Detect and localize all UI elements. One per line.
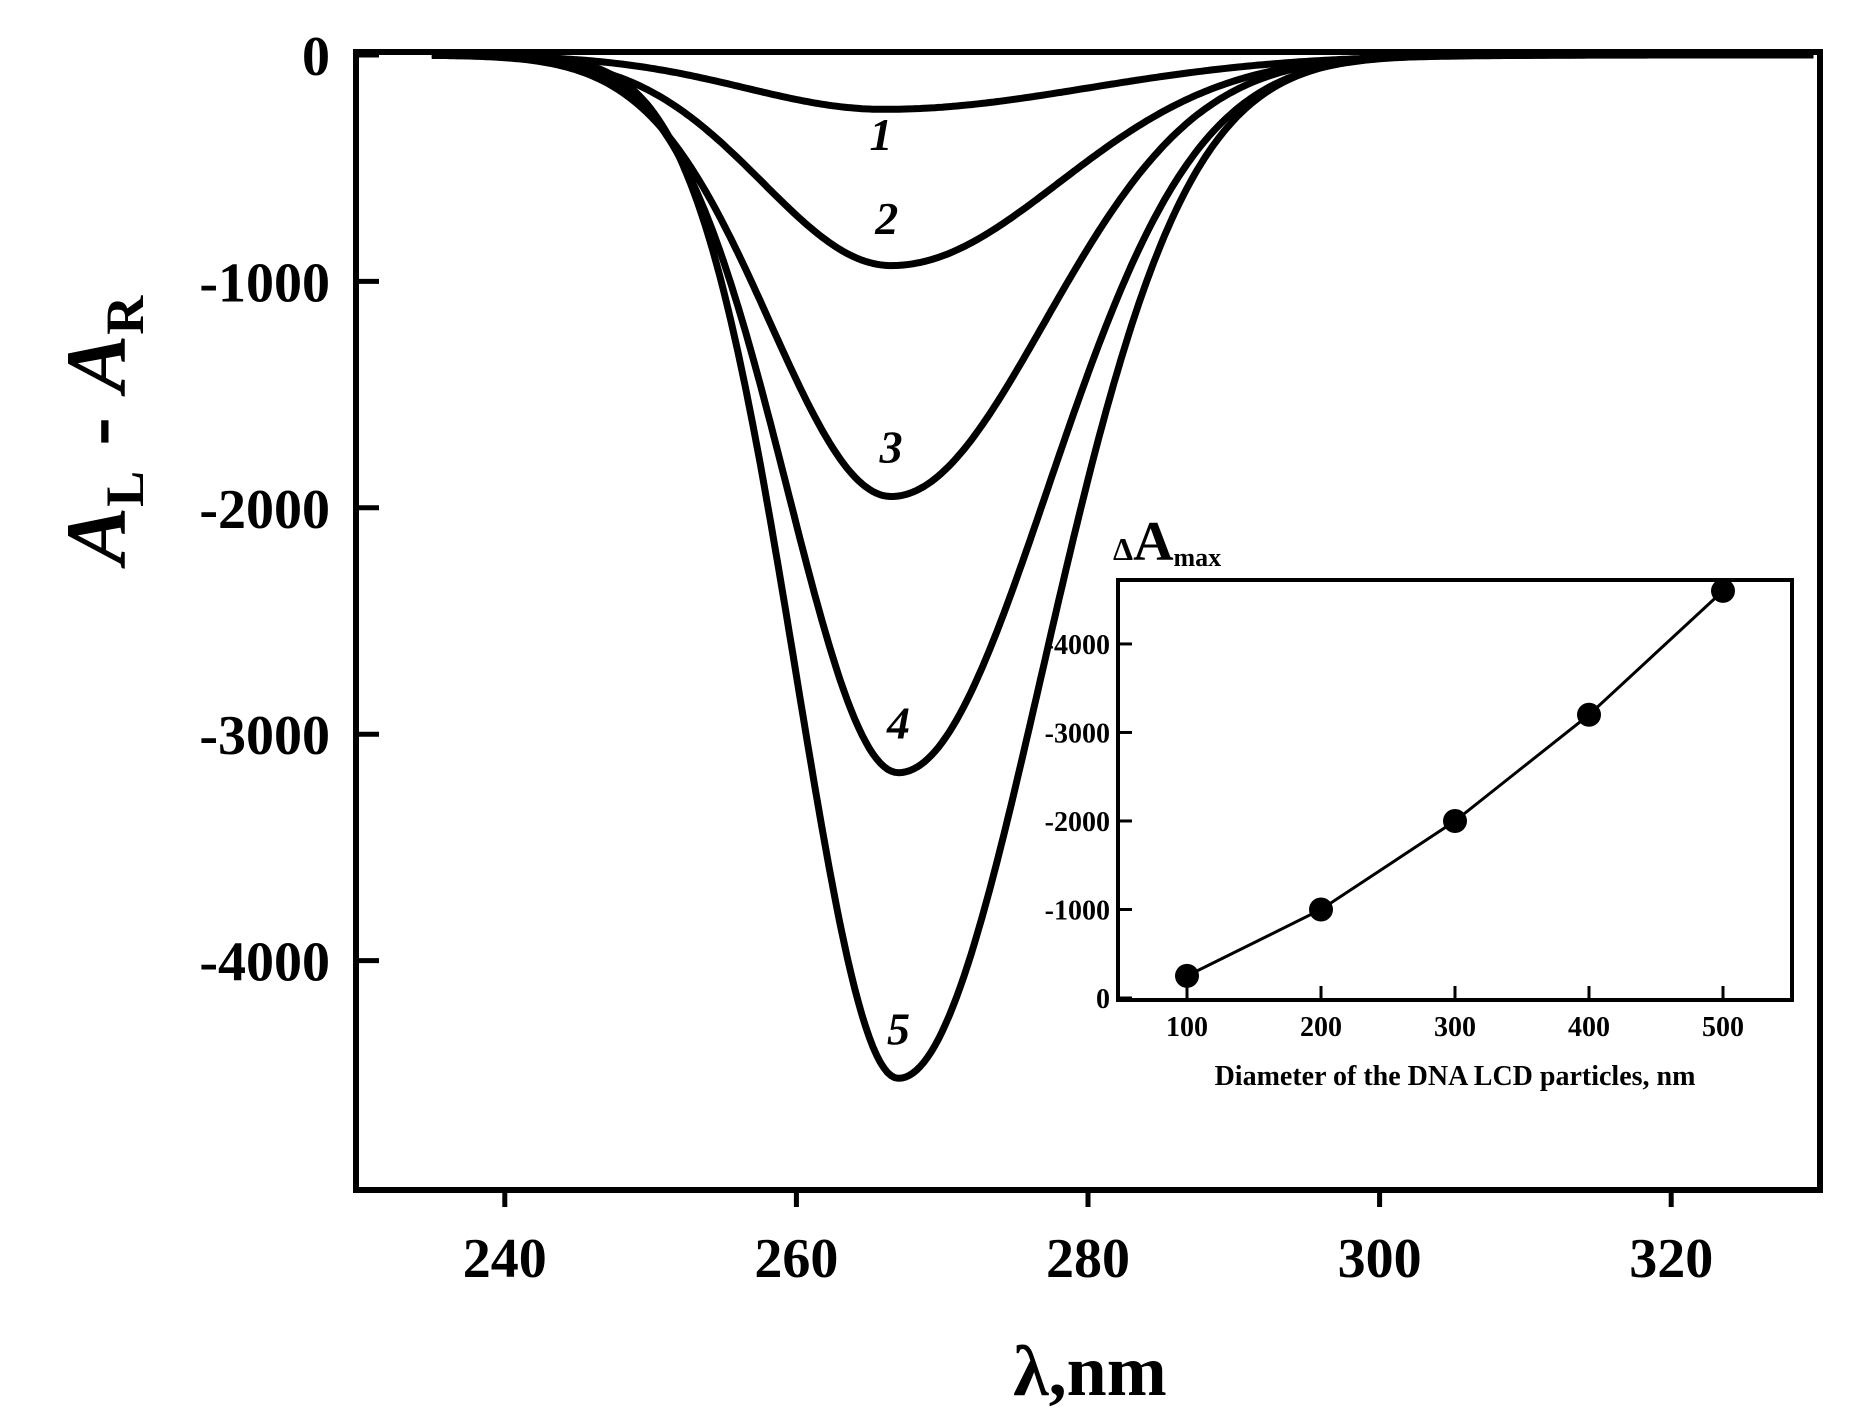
curve-label-4: 4 — [886, 698, 910, 749]
main-y-tick-label: -1000 — [199, 252, 330, 314]
inset-y-tick-label: 0 — [1096, 984, 1110, 1015]
main-x-tick-label: 260 — [754, 1228, 838, 1290]
inset-y-axis-label-delta: Δ — [1113, 531, 1133, 567]
main-x-tick-label: 240 — [463, 1228, 547, 1290]
inset-point — [1443, 808, 1467, 833]
main-y-axis-label-dash: - — [48, 417, 144, 446]
inset-x-tick-label: 300 — [1434, 1012, 1476, 1043]
curve-label-5: 5 — [887, 1003, 910, 1054]
inset-x-tick-label: 100 — [1166, 1012, 1208, 1043]
inset-point — [1175, 963, 1199, 988]
main-y-axis-label-subscript-l: L — [95, 471, 155, 507]
curve-3 — [431, 51, 1814, 500]
curve-label-1: 1 — [869, 109, 892, 160]
inset-y-axis-label-max: max — [1174, 543, 1222, 572]
inset-y-tick-label: -1000 — [1045, 895, 1110, 926]
curve-5 — [431, 51, 1814, 1082]
main-y-axis-label-subscript-r: R — [95, 295, 155, 335]
main-x-axis-label: λ,nm — [1013, 1331, 1166, 1411]
curve-label-3: 3 — [879, 422, 903, 473]
main-y-axis-label: AL-AR — [48, 295, 155, 569]
main-x-tick-label: 300 — [1338, 1228, 1422, 1290]
inset-x-tick-label: 400 — [1568, 1012, 1610, 1043]
main-y-tick-label: -3000 — [199, 705, 330, 767]
inset-y-axis-label: ΔAmax — [1113, 511, 1221, 573]
inset-points — [1175, 578, 1735, 988]
main-x-tick-label: 320 — [1629, 1228, 1713, 1290]
curve-label-2: 2 — [874, 193, 898, 244]
main-x-tick-label: 280 — [1046, 1228, 1130, 1290]
inset-plot: 100 200 300 400 500 0 -1000 -2000 -3000 -4000 Di… — [1045, 511, 1794, 1092]
main-y-axis-label-part-b: A — [48, 335, 144, 397]
main-y-tick-label: -2000 — [199, 479, 330, 541]
inset-point — [1577, 702, 1601, 727]
main-x-ticks: 240 260 280 300 320 — [463, 1187, 1713, 1290]
inset-point — [1309, 897, 1333, 922]
inset-x-tick-label: 500 — [1702, 1012, 1744, 1043]
main-y-axis-label-part-a: A — [48, 507, 144, 569]
main-curve-labels: 1 2 3 4 5 — [869, 109, 909, 1054]
inset-y-tick-label: -2000 — [1045, 807, 1110, 838]
main-y-tick-label: -4000 — [199, 932, 330, 994]
inset-x-tick-label: 200 — [1300, 1012, 1342, 1043]
inset-y-tick-label: -4000 — [1045, 630, 1110, 661]
main-y-tick-label: 0 — [302, 26, 330, 88]
inset-y-tick-label: -3000 — [1045, 718, 1110, 749]
inset-y-ticks: 0 -1000 -2000 -3000 -4000 — [1045, 630, 1132, 1015]
inset-y-axis-label-a: A — [1133, 511, 1174, 573]
inset-x-axis-label: Diameter of the DNA LCD particles, nm — [1215, 1061, 1696, 1092]
inset-x-ticks: 100 200 300 400 500 — [1166, 986, 1744, 1043]
main-y-ticks: 0 -1000 -2000 -3000 -4000 — [199, 26, 379, 994]
main-series-group — [431, 51, 1814, 1082]
curve-2 — [431, 51, 1814, 270]
inset-point — [1711, 578, 1735, 603]
inset-frame — [1116, 578, 1794, 1002]
